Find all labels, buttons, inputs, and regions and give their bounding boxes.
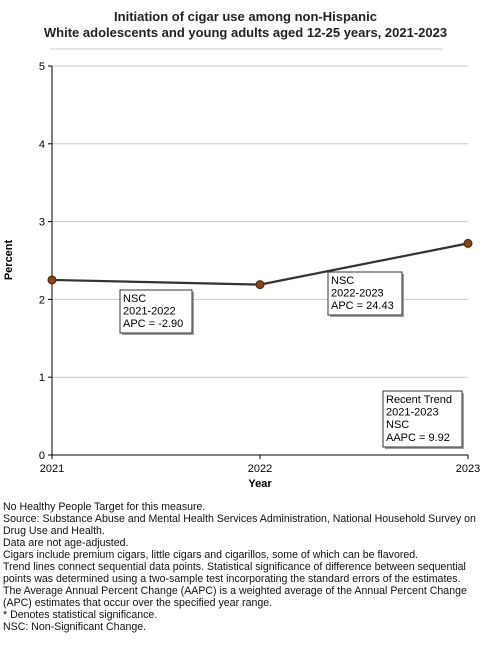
series-line <box>47 238 473 290</box>
grid-lines <box>52 65 468 378</box>
footnote-line: No Healthy People Target for this measur… <box>3 501 206 513</box>
y-tick-label-5: 5 <box>39 61 45 73</box>
y-tick-label-1: 1 <box>39 372 45 384</box>
footnote-line: * Denotes statistical significance. <box>3 609 158 621</box>
footnote-line: NSC: Non-Significant Change. <box>3 621 147 633</box>
footnote-line: The Average Annual Percent Change (AAPC)… <box>3 585 467 609</box>
chart-title-line-1: Initiation of cigar use among non-Hispan… <box>114 9 377 24</box>
x-tick-label-2022: 2022 <box>248 463 272 475</box>
y-tick-label-3: 3 <box>39 217 45 229</box>
footnotes: No Healthy People Target for this measur… <box>3 501 489 633</box>
footnote-line: Trend lines connect sequential data poin… <box>3 561 466 585</box>
annotation-text: APC = 24.43 <box>331 300 394 312</box>
y-tick-label-4: 4 <box>39 139 45 151</box>
annotation-text: NSC <box>331 275 354 287</box>
annotation-text: NSC <box>386 419 409 431</box>
y-tick-label-2: 2 <box>39 294 45 306</box>
annotation-frame <box>327 271 403 316</box>
annotation-text: AAPC = 9.92 <box>386 432 450 444</box>
axes: 0 1 2 3 4 5 2021 2022 2023 <box>39 61 480 475</box>
x-tick-label-2021: 2021 <box>40 463 64 475</box>
y-axis-label: Percent <box>3 239 15 280</box>
annotation-text: 2022-2023 <box>331 288 384 300</box>
series-line-0 <box>51 242 469 286</box>
annotation-text: 2021-2022 <box>123 306 176 318</box>
chart-title: Initiation of cigar use among non-Hispan… <box>0 9 491 41</box>
chart-title-line-2: White adolescents and young adults aged … <box>43 25 448 40</box>
annotation-text: Recent Trend <box>386 394 452 406</box>
data-point-2022[interactable] <box>255 280 265 290</box>
data-point-2023[interactable] <box>463 238 473 248</box>
footnote-line: Data are not age-adjusted. <box>3 537 129 549</box>
footnote-line: Source: Substance Abuse and Mental Healt… <box>3 513 476 537</box>
annotation-text: APC = -2.90 <box>123 318 183 330</box>
annotation-frame <box>119 289 193 334</box>
annotation-text: NSC <box>123 293 146 305</box>
y-tick-label-0: 0 <box>39 450 45 462</box>
annotation-text: 2021-2023 <box>386 407 439 419</box>
x-tick-label-2023: 2023 <box>456 463 480 475</box>
x-axis-label: Year <box>248 478 272 490</box>
data-point-2021[interactable] <box>47 275 57 285</box>
footnote-line: Cigars include premium cigars, little ci… <box>3 549 419 561</box>
annotation-frame <box>382 390 463 448</box>
